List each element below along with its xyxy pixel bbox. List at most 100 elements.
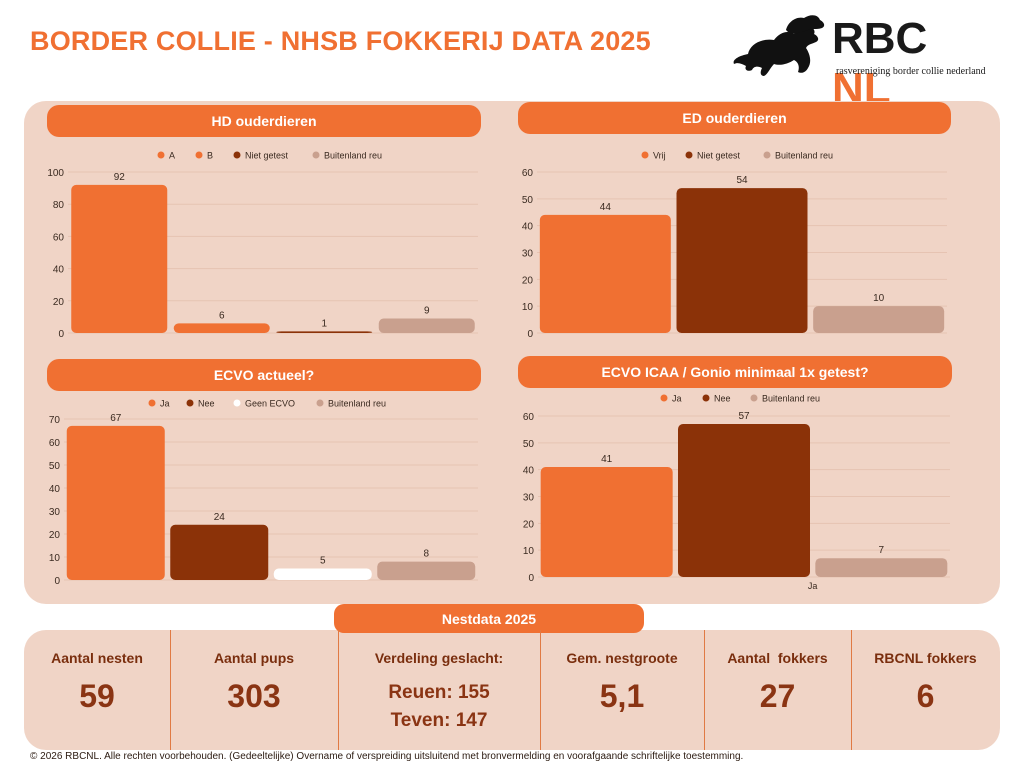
stat-label: Aantal pups <box>213 650 295 666</box>
icaa-legend-swatch <box>660 394 668 402</box>
nest-panel <box>24 630 1000 750</box>
ecvo-data-label: 5 <box>320 556 326 567</box>
border-collie-dogs-icon <box>733 15 825 76</box>
icaa-bar-0 <box>540 466 673 577</box>
ecvo-legend-swatch <box>148 399 156 407</box>
ed-legend-swatch <box>641 151 649 159</box>
stat-value: 59 <box>79 678 115 714</box>
icaa-data-label: 57 <box>738 411 750 422</box>
ecvo-y-tick-label: 30 <box>49 507 61 518</box>
ecvo-legend-swatch <box>186 399 194 407</box>
ed-y-tick-label: 20 <box>522 275 534 286</box>
ed-legend-swatch <box>763 151 771 159</box>
stat-value: 27 <box>759 678 796 714</box>
chart-title-ecvo: ECVO actueel? <box>47 359 481 391</box>
icaa-y-tick-label: 0 <box>528 573 534 584</box>
hd-bar-3 <box>378 318 475 333</box>
chart-title-ed: ED ouderdieren <box>518 102 951 134</box>
ecvo-legend-label: Geen ECVO <box>245 399 295 409</box>
hd-y-tick-label: 0 <box>58 329 64 340</box>
stat-label: RBCNL fokkers <box>874 650 977 666</box>
stat-label: Aantal nesten <box>51 650 143 666</box>
stat-divider <box>704 630 705 750</box>
ecvo-y-tick-label: 40 <box>49 484 61 495</box>
ecvo-bar-3 <box>377 561 476 580</box>
ed-bar-2 <box>813 306 945 333</box>
stat-divider <box>170 630 171 750</box>
hd-legend-label: A <box>169 151 175 161</box>
ecvo-legend-label: Ja <box>160 399 170 409</box>
ecvo-legend-label: Nee <box>198 399 215 409</box>
icaa-data-label: 7 <box>879 545 885 556</box>
hd-data-label: 6 <box>219 310 225 321</box>
stat-label: Aantal fokkers <box>727 650 828 666</box>
stat-teven: Teven: 147 <box>390 710 488 731</box>
ecvo-y-tick-label: 70 <box>49 415 61 426</box>
stat-verdeling-geslacht: Verdeling geslacht: Reuen: 155 Teven: 14… <box>338 630 540 750</box>
hd-y-tick-label: 100 <box>47 168 64 179</box>
ed-y-tick-label: 30 <box>522 249 534 260</box>
hd-legend-label: Niet getest <box>245 151 289 161</box>
ed-legend-label: Vrij <box>653 151 666 161</box>
ed-legend-swatch <box>685 151 693 159</box>
ecvo-legend-swatch <box>316 399 324 407</box>
ed-data-label: 10 <box>873 293 885 304</box>
ecvo-y-tick-label: 60 <box>49 438 61 449</box>
ed-legend-label: Niet getest <box>697 151 741 161</box>
hd-y-tick-label: 20 <box>53 297 65 308</box>
stat-aantal-fokkers: Aantal fokkers 27 <box>704 630 851 750</box>
ecvo-y-tick-label: 50 <box>49 461 61 472</box>
stat-label: Verdeling geslacht: <box>374 650 504 666</box>
icaa-bar-1 <box>678 424 810 577</box>
copyright-footer: © 2026 RBCNL. Alle rechten voorbehouden.… <box>30 751 744 762</box>
chart-title-hd: HD ouderdieren <box>47 105 481 137</box>
ecvo-data-label: 67 <box>110 413 122 424</box>
nest-title: Nestdata 2025 <box>334 604 644 633</box>
ed-data-label: 54 <box>736 175 748 186</box>
ecvo-data-label: 8 <box>423 549 429 560</box>
stat-aantal-pups: Aantal pups 303 <box>170 630 338 750</box>
hd-legend-label: Buitenland reu <box>324 151 382 161</box>
hd-legend-swatch <box>312 151 320 159</box>
hd-data-label: 92 <box>114 172 126 183</box>
ed-legend-label: Buitenland reu <box>775 151 833 161</box>
hd-data-label: 9 <box>424 306 430 317</box>
ed-bar-0 <box>539 214 671 333</box>
ecvo-bar-2 <box>273 568 372 580</box>
icaa-legend-label: Nee <box>714 394 731 404</box>
stat-value: 303 <box>227 678 281 714</box>
charts-panel <box>24 101 1000 604</box>
hd-bar-2 <box>276 331 373 333</box>
stat-label: Gem. nestgroote <box>566 650 678 666</box>
icaa-y-tick-label: 50 <box>523 439 535 450</box>
icaa-legend-label: Ja <box>672 394 682 404</box>
ecvo-legend-swatch <box>233 399 241 407</box>
stat-value: 5,1 <box>599 678 645 714</box>
ed-bar-1 <box>676 188 808 333</box>
icaa-legend-swatch <box>750 394 758 402</box>
icaa-y-tick-label: 20 <box>523 519 535 530</box>
ed-y-tick-label: 40 <box>522 222 534 233</box>
stat-value: 6 <box>916 678 935 714</box>
ed-y-tick-label: 60 <box>522 168 534 179</box>
icaa-y-tick-label: 10 <box>523 546 535 557</box>
page-title: BORDER COLLIE - NHSB FOKKERIJ DATA 2025 <box>30 26 651 56</box>
hd-y-tick-label: 80 <box>53 200 65 211</box>
ed-y-tick-label: 50 <box>522 195 534 206</box>
hd-bar-0 <box>71 184 168 333</box>
chart-title-ecvo-icaa: ECVO ICAA / Gonio minimaal 1x getest? <box>518 356 952 388</box>
icaa-y-tick-label: 30 <box>523 493 535 504</box>
icaa-y-tick-label: 60 <box>523 412 535 423</box>
stat-gem-nestgroote: Gem. nestgroote 5,1 <box>540 630 704 750</box>
stat-divider <box>851 630 852 750</box>
hd-legend-label: B <box>207 151 213 161</box>
stat-divider <box>338 630 339 750</box>
stat-reuen: Reuen: 155 <box>388 682 490 703</box>
ed-y-tick-label: 0 <box>527 329 533 340</box>
hd-bar-1 <box>173 323 270 333</box>
ecvo-y-tick-label: 20 <box>49 530 61 541</box>
stat-rbcnl-fokkers: RBCNL fokkers 6 <box>851 630 1000 750</box>
ecvo-legend-label: Buitenland reu <box>328 399 386 409</box>
stat-aantal-nesten: Aantal nesten 59 <box>24 630 170 750</box>
